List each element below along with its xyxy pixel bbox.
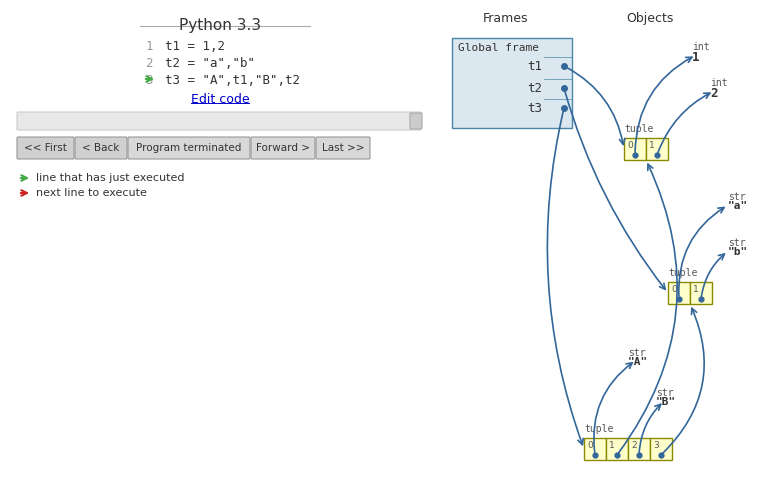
FancyBboxPatch shape xyxy=(316,137,370,159)
FancyBboxPatch shape xyxy=(410,113,422,129)
Text: "a": "a" xyxy=(728,201,748,211)
Text: str: str xyxy=(728,238,745,248)
Text: 0: 0 xyxy=(627,141,633,150)
Bar xyxy=(646,138,668,160)
Text: t2: t2 xyxy=(527,82,542,94)
Text: 1: 1 xyxy=(609,441,615,450)
FancyBboxPatch shape xyxy=(75,137,127,159)
Text: t2 = "a","b": t2 = "a","b" xyxy=(165,57,255,70)
FancyBboxPatch shape xyxy=(452,38,572,128)
Text: Python 3.3: Python 3.3 xyxy=(179,18,261,33)
Text: t1: t1 xyxy=(527,59,542,73)
Text: Program terminated: Program terminated xyxy=(136,143,241,153)
Text: 2: 2 xyxy=(710,87,717,100)
Bar xyxy=(690,282,712,304)
Text: Objects: Objects xyxy=(626,12,673,25)
Text: << First: << First xyxy=(24,143,67,153)
Bar xyxy=(628,438,650,460)
FancyBboxPatch shape xyxy=(128,137,250,159)
Bar xyxy=(584,438,606,460)
Text: 1: 1 xyxy=(692,51,700,64)
Text: < Back: < Back xyxy=(82,143,120,153)
Text: 2: 2 xyxy=(146,57,153,70)
Text: 0: 0 xyxy=(671,285,676,294)
Text: tuple: tuple xyxy=(584,424,613,434)
Text: Forward >: Forward > xyxy=(256,143,310,153)
Text: 2: 2 xyxy=(631,441,637,450)
Bar xyxy=(668,282,690,304)
Text: Edit code: Edit code xyxy=(190,93,249,106)
Text: 1: 1 xyxy=(146,40,153,53)
Text: 0: 0 xyxy=(587,441,593,450)
Text: str: str xyxy=(628,348,646,358)
Text: next line to execute: next line to execute xyxy=(36,188,147,198)
Text: int: int xyxy=(710,78,728,88)
Text: Frames: Frames xyxy=(482,12,528,25)
Text: 1: 1 xyxy=(693,285,699,294)
FancyBboxPatch shape xyxy=(17,112,421,130)
Text: 1: 1 xyxy=(649,141,655,150)
Text: "A": "A" xyxy=(628,357,649,367)
Text: int: int xyxy=(692,42,710,52)
Text: tuple: tuple xyxy=(668,268,697,278)
Text: "B": "B" xyxy=(656,397,676,407)
Text: str: str xyxy=(728,192,745,202)
Bar xyxy=(650,438,672,460)
Bar xyxy=(606,438,628,460)
FancyBboxPatch shape xyxy=(251,137,315,159)
Text: t3: t3 xyxy=(527,102,542,114)
Bar xyxy=(624,138,646,160)
Text: "b": "b" xyxy=(728,247,748,257)
Text: 3: 3 xyxy=(653,441,659,450)
Text: line that has just executed: line that has just executed xyxy=(36,173,184,183)
FancyBboxPatch shape xyxy=(17,137,74,159)
Text: t3 = "A",t1,"B",t2: t3 = "A",t1,"B",t2 xyxy=(165,74,300,87)
Text: tuple: tuple xyxy=(624,124,653,134)
Text: 3: 3 xyxy=(146,74,153,87)
Text: Last >>: Last >> xyxy=(322,143,365,153)
Text: str: str xyxy=(656,388,673,398)
Text: t1 = 1,2: t1 = 1,2 xyxy=(165,40,225,53)
Text: Global frame: Global frame xyxy=(458,43,539,53)
